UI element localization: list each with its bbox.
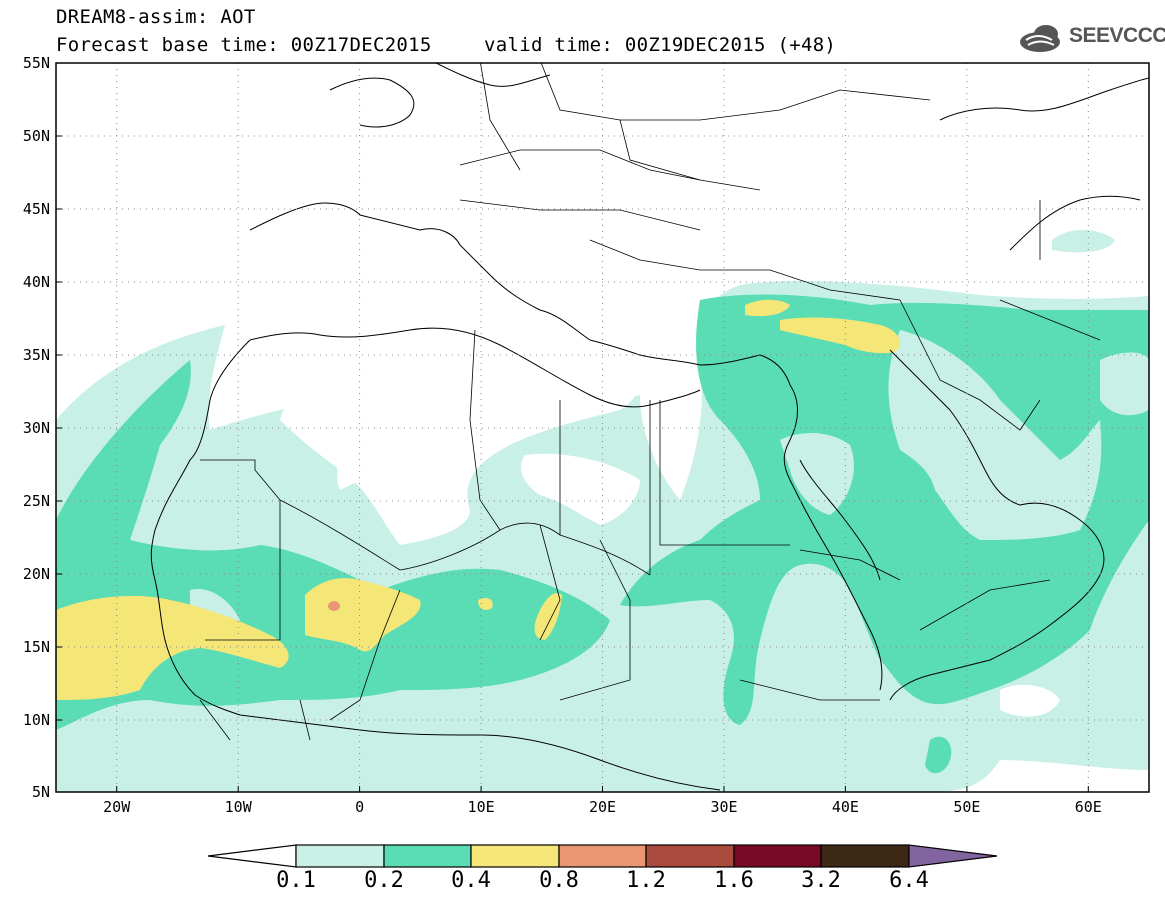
lat-label: 25N bbox=[23, 492, 50, 510]
coastlines bbox=[150, 63, 1149, 791]
lon-label: 20E bbox=[589, 798, 616, 816]
lon-label: 10E bbox=[468, 798, 495, 816]
lat-label: 10N bbox=[23, 711, 50, 729]
colorbar-label: 0.8 bbox=[539, 868, 579, 893]
tick-marks bbox=[56, 135, 1089, 792]
cloud-icon bbox=[1020, 25, 1060, 52]
lon-label: 30E bbox=[710, 798, 737, 816]
aot-band-0.8 bbox=[328, 601, 340, 611]
lon-labels: 20W 10W 0 10E 20E 30E 40E 50E 60E bbox=[103, 798, 1102, 816]
lon-label: 50E bbox=[953, 798, 980, 816]
lat-label: 5N bbox=[32, 783, 50, 801]
lat-labels: 55N 50N 45N 40N 35N 30N 25N 20N 15N 10N … bbox=[23, 54, 50, 801]
colorbar-label: 6.4 bbox=[889, 868, 929, 893]
lat-label: 55N bbox=[23, 54, 50, 72]
lat-label: 45N bbox=[23, 200, 50, 218]
lat-label: 50N bbox=[23, 127, 50, 145]
colorbar-label: 0.4 bbox=[451, 868, 491, 893]
lon-label: 0 bbox=[355, 798, 364, 816]
aot-band-0.4 bbox=[56, 299, 900, 700]
map-title: DREAM8-assim: AOT bbox=[56, 6, 256, 28]
lat-label: 40N bbox=[23, 273, 50, 291]
lon-label: 40E bbox=[832, 798, 859, 816]
colorbar-label: 0.2 bbox=[364, 868, 404, 893]
lon-label: 20W bbox=[103, 798, 131, 816]
colorbar-label: 0.1 bbox=[276, 868, 316, 893]
colorbar-label: 1.2 bbox=[626, 868, 666, 893]
valid-time: valid time: 00Z19DEC2015 (+48) bbox=[484, 34, 837, 56]
colorbar-label: 1.6 bbox=[714, 868, 754, 893]
country-borders bbox=[199, 63, 1101, 741]
lon-label: 60E bbox=[1075, 798, 1102, 816]
lon-label: 10W bbox=[225, 798, 253, 816]
graticule bbox=[56, 63, 1149, 792]
logo-text: SEEVCCC bbox=[1069, 24, 1165, 47]
lat-label: 15N bbox=[23, 638, 50, 656]
colorbar-label: 3.2 bbox=[801, 868, 841, 893]
forecast-base-time: Forecast base time: 00Z17DEC2015 bbox=[56, 34, 432, 56]
lat-label: 30N bbox=[23, 419, 50, 437]
lat-label: 20N bbox=[23, 565, 50, 583]
lat-label: 35N bbox=[23, 346, 50, 364]
